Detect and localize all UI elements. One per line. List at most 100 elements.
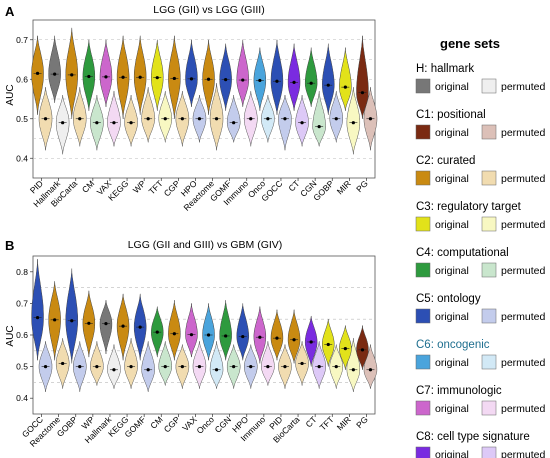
violin-original [236,39,249,107]
legend-original-label: original [435,127,469,139]
legend-permuted-label: permuted [501,357,546,369]
violin-original [65,27,78,119]
median-point-original [155,330,159,334]
y-tick-label: 0.7 [16,298,28,308]
median-point-original [35,316,40,320]
panel-label: A [5,4,15,19]
violin-original [287,309,301,364]
legend-items: H: hallmark original permuted C1: positiona… [415,63,546,458]
y-tick-label: 0.7 [16,35,28,45]
median-point-original [224,334,228,338]
violin-permuted [209,340,224,389]
violin-original [133,35,147,115]
violin-original [356,35,369,119]
legend-permuted-label: permuted [501,81,546,93]
median-point-original [189,333,194,337]
violin-permuted [295,94,309,147]
median-point-original [275,336,279,340]
violin-original [185,39,198,107]
median-point-permuted [317,125,321,129]
legend-group-name: C5: ontology [416,293,481,305]
violin-permuted [312,90,326,147]
violin-original [270,309,284,361]
legend-swatch-permuted [481,446,497,458]
legend-group-name: C6: oncogenic [416,339,490,351]
x-tick-label: CGP [162,178,182,198]
median-point-original [224,78,228,82]
legend-original-label: original [435,403,469,415]
median-point-original [309,81,313,85]
legend-swatch-permuted [481,170,497,186]
legend-permuted-label: permuted [501,219,546,231]
x-tick-label: MIR [335,178,353,196]
median-point-permuted [334,365,338,369]
median-point-permuted [78,117,82,121]
median-point-permuted [300,121,304,125]
legend-title: gene sets [440,36,500,51]
legend-swatch-original [415,124,431,140]
legend-swatch-permuted [481,354,497,370]
x-tick-label: TFT [318,414,336,432]
median-point-original [241,334,245,339]
legend-swatch-original [415,446,431,458]
median-point-original [138,75,142,79]
median-point-original [87,74,91,79]
median-point-permuted [180,365,184,369]
median-point-permuted [146,117,150,121]
median-point-permuted [249,365,253,369]
violin-permuted [73,86,87,147]
y-tick-label: 0.4 [16,393,28,403]
violin-original [31,258,44,361]
median-point-original [87,321,91,325]
x-tick-label: CGP [162,414,182,434]
x-tick-label: Onco [195,414,217,436]
x-tick-label: CGN [213,414,233,434]
violin-original [202,39,215,115]
median-point-permuted [351,368,355,372]
median-point-permuted [112,368,116,372]
chart-title: LGG (GII and GIII) vs GBM (GIV) [128,239,283,251]
x-tick-label: MIR [335,414,353,432]
median-point-permuted [214,368,219,372]
y-tick-label: 0.5 [16,362,28,372]
x-tick-label: CT [303,414,318,429]
legend-swatch-permuted [481,262,497,278]
median-point-original [206,77,211,81]
legend-permuted-label: permuted [501,127,546,139]
median-point-permuted [232,121,236,125]
median-point-permuted [95,121,99,125]
y-tick-label: 0.5 [16,114,28,124]
violin-permuted [158,340,172,386]
median-point-permuted [283,365,287,369]
violin-original [219,299,232,361]
violin-original [270,39,284,115]
median-point-original [53,72,57,76]
median-point-permuted [129,121,133,125]
median-point-original [206,333,211,337]
violin-permuted [107,90,121,147]
y-tick-label: 0.4 [16,153,28,163]
median-point-permuted [249,117,253,121]
legend-group-name: H: hallmark [416,63,474,75]
violin-original [322,43,335,115]
violin-permuted [261,340,275,386]
median-point-original [258,78,262,83]
panel-label: B [5,238,14,253]
violin-original [236,303,250,361]
violin-original [304,46,318,107]
violin-original [356,325,369,370]
legend-permuted-label: permuted [501,403,546,415]
median-point-original [309,340,313,344]
legend-permuted-label: permuted [501,173,546,185]
violin-permuted [107,344,121,389]
legend-original-label: original [435,449,469,458]
violin-original [202,303,215,361]
median-point-permuted [266,365,270,369]
median-point-original [104,322,108,326]
violin-permuted [55,94,70,155]
legend-group-name: C3: regulatory target [416,201,522,213]
y-tick-label: 0.6 [16,330,28,340]
legend-swatch-original [415,308,431,324]
violin-original [287,43,301,111]
